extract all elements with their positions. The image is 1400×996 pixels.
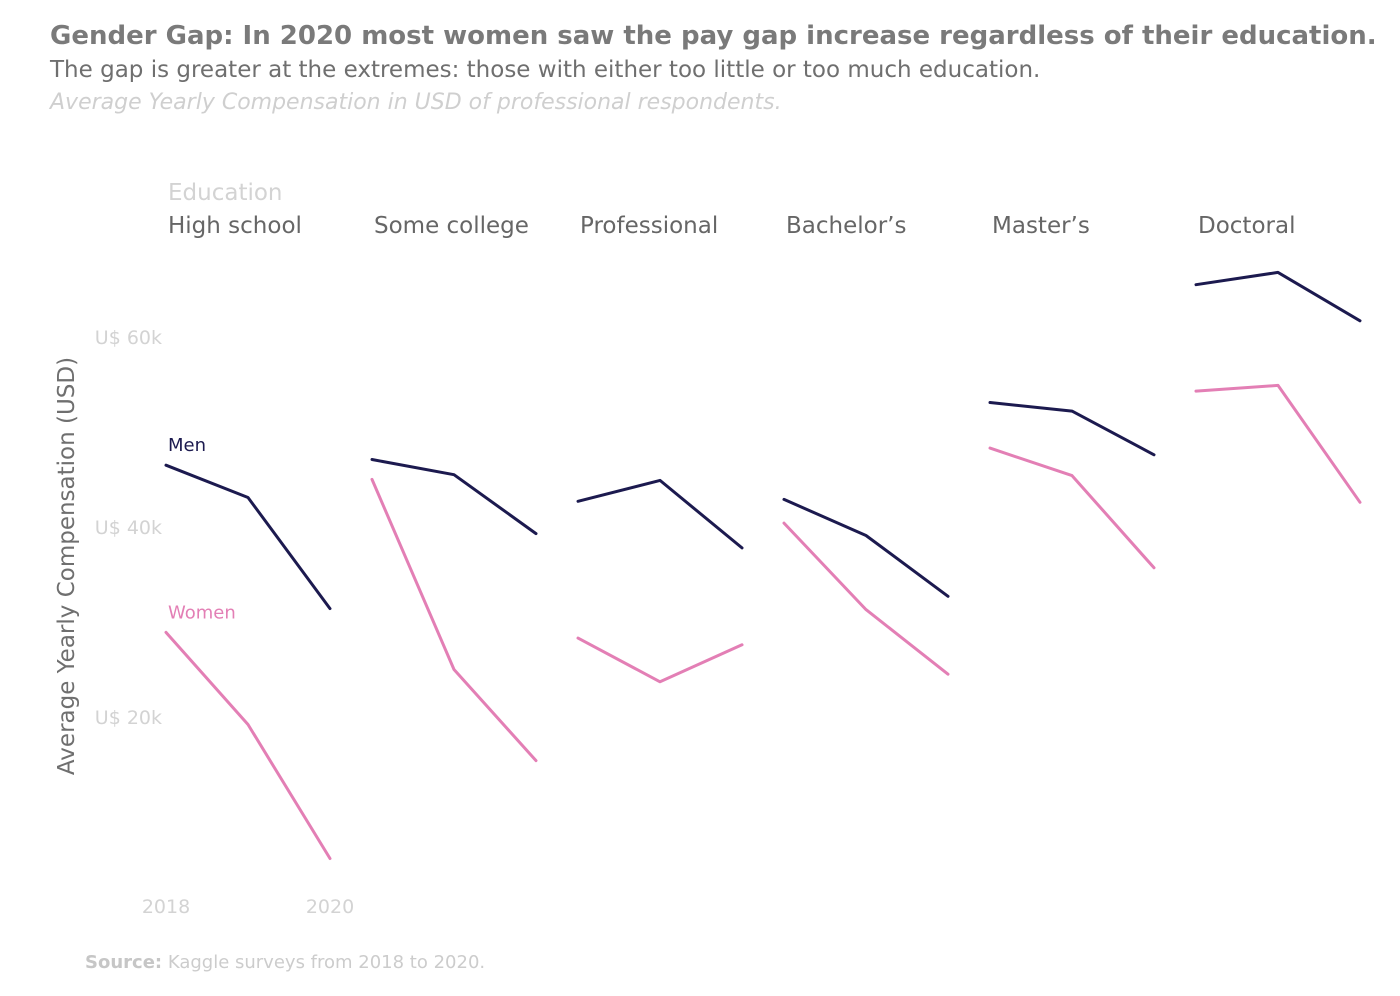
line-women-some-college <box>370 477 538 763</box>
x-tick-label: 2020 <box>306 896 354 918</box>
y-tick-label: U$ 40k <box>95 517 162 539</box>
series-label-men: Men <box>168 435 206 456</box>
source-note: Source: Kaggle surveys from 2018 to 2020… <box>85 952 485 973</box>
chart-caption: Average Yearly Compensation in USD of pr… <box>50 90 782 115</box>
series-label-women: Women <box>168 602 236 623</box>
line-women-professional <box>576 636 744 684</box>
chart-header: Gender Gap: In 2020 most women saw the p… <box>50 18 1380 120</box>
panel-title-doctoral: Doctoral <box>1198 213 1295 239</box>
panel-title-bachelor-s: Bachelor’s <box>786 213 906 239</box>
line-women-bachelor-s <box>782 521 950 676</box>
chart-subtitle: The gap is greater at the extremes: thos… <box>50 57 1041 83</box>
line-men-professional <box>576 478 744 550</box>
source-text: Kaggle surveys from 2018 to 2020. <box>162 952 486 973</box>
line-men-doctoral <box>1194 270 1362 323</box>
y-axis-label: Average Yearly Compensation (USD) <box>54 357 80 775</box>
x-tick-label: 2018 <box>142 896 190 918</box>
panel-title-professional: Professional <box>580 213 718 239</box>
facet-title: Education <box>168 180 283 206</box>
chart-title: Gender Gap: In 2020 most women saw the p… <box>50 21 1377 51</box>
y-tick-label: U$ 60k <box>95 327 162 349</box>
line-men-high-school <box>164 463 332 611</box>
line-men-some-college <box>370 458 538 536</box>
source-label: Source: <box>85 952 163 973</box>
line-women-doctoral <box>1194 383 1362 504</box>
chart-marks: U$ 20k U$ 40k U$ 60k High school Some colleg… <box>95 213 1362 918</box>
line-women-master-s <box>988 446 1156 570</box>
line-women-high-school <box>164 630 332 860</box>
line-men-bachelor-s <box>782 497 950 598</box>
panel-title-high-school: High school <box>168 213 302 239</box>
line-men-master-s <box>988 401 1156 457</box>
panel-title-some-college: Some college <box>374 213 529 239</box>
y-tick-label: U$ 20k <box>95 707 162 729</box>
panel-title-master-s: Master’s <box>992 213 1090 239</box>
